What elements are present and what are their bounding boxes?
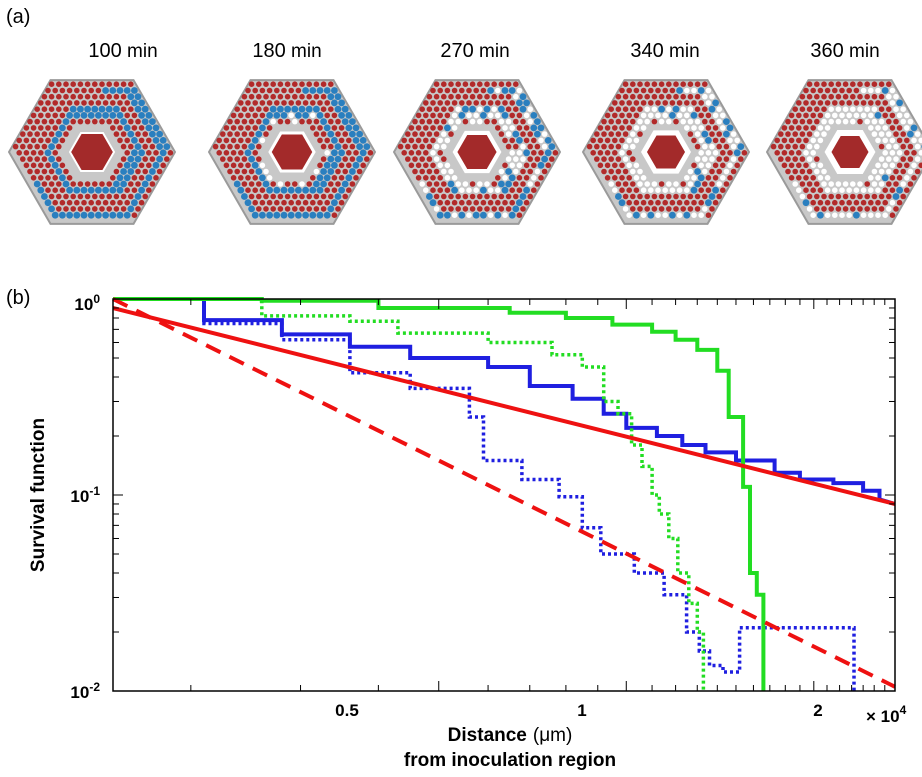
y-tick-label: 100 [74, 292, 100, 314]
panel-b-label: (b) [6, 287, 31, 309]
frame-time-label: 270 min [410, 40, 540, 63]
hexagon-frame-image [393, 72, 561, 232]
frame-time-unit: min [127, 41, 158, 62]
chart-series-line [113, 297, 706, 691]
chart-series-line [112, 297, 896, 689]
frame-time-label: 100 min [58, 40, 188, 63]
axis-ticks [113, 299, 896, 692]
y-axis-title: Survival function [28, 418, 49, 572]
frame-time-unit: min [479, 41, 510, 62]
frame-time-value: 270 [440, 40, 474, 62]
frame-time-value: 100 [88, 40, 122, 62]
chart-series-line [113, 297, 766, 691]
hexagon-frame-image [582, 72, 750, 232]
chart-series-line [113, 297, 896, 506]
y-tick-label: 10-1 [70, 484, 100, 506]
frame-time-label: 340 min [600, 40, 730, 63]
chart-series-line [113, 297, 856, 691]
x-tick-label: 2 [813, 701, 822, 720]
frame-time-label: 180 min [222, 40, 352, 63]
x-axis-multiplier: × 104 [866, 703, 907, 726]
frame-time-value: 340 [630, 40, 664, 62]
x-tick-label: 0.5 [335, 701, 359, 720]
chart-series-group [112, 297, 896, 691]
frame-time-label: 360 min [780, 40, 910, 63]
frame-time-unit: min [849, 41, 880, 62]
chart-series-line [112, 306, 896, 506]
frame-time-value: 360 [810, 40, 844, 62]
frame-time-value: 180 [252, 40, 286, 62]
hexagon-frame-image [766, 72, 922, 232]
y-tick-label: 10-2 [70, 680, 100, 702]
panel-a-label: (a) [6, 6, 31, 28]
x-axis-title-line2: from inoculation region [404, 750, 616, 771]
x-tick-label: 1 [577, 701, 586, 720]
hexagon-frame-image [208, 72, 376, 232]
hexagon-frame-image [8, 72, 176, 232]
frame-time-unit: min [669, 41, 700, 62]
x-axis-title: Distance (μm) [448, 725, 573, 746]
frame-time-unit: min [291, 41, 322, 62]
